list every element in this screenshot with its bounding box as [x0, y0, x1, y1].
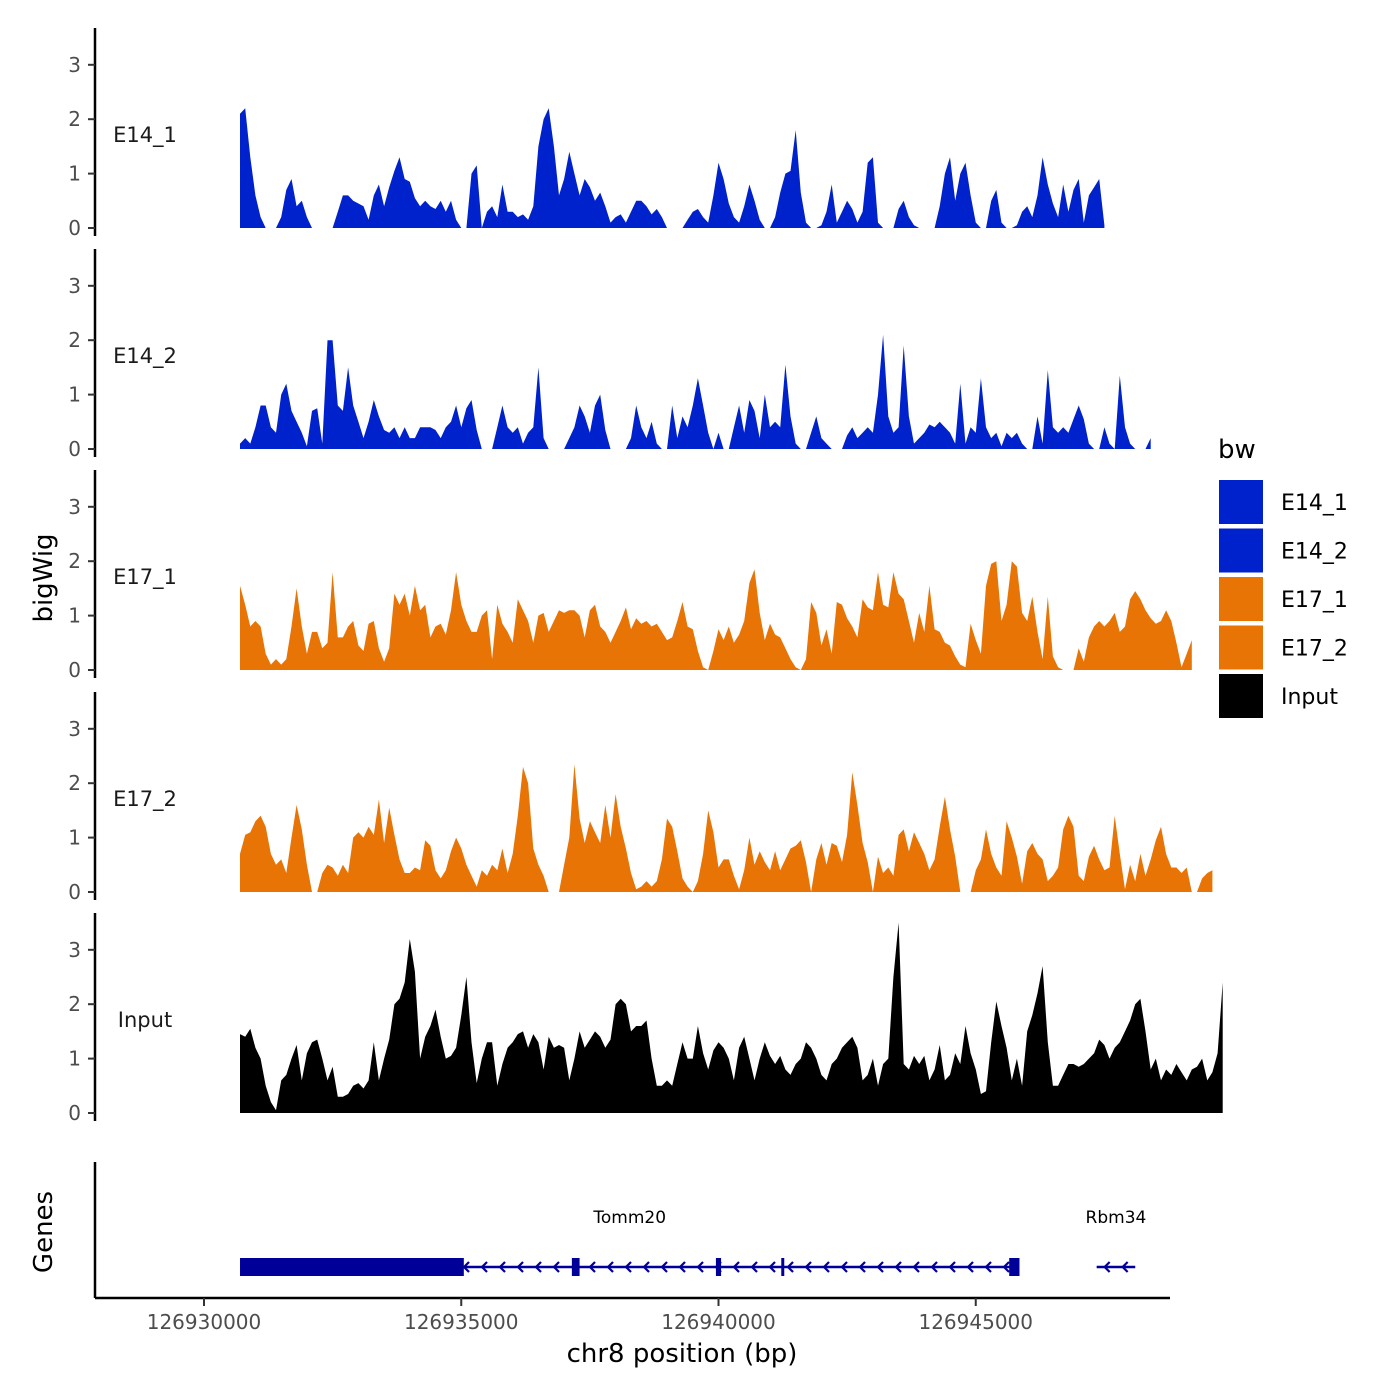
panel-e17_1: 0 1 2 3 E17_1	[68, 470, 1192, 682]
y-tick-label: 2	[68, 107, 81, 131]
strand-arrow	[660, 1261, 668, 1273]
strand-arrow	[1121, 1261, 1129, 1273]
panel-e14_1: 0 1 2 3 E14_1	[68, 28, 1105, 240]
strand-arrow	[732, 1261, 740, 1273]
legend-swatch-e14_2	[1219, 528, 1263, 573]
legend-label-e17_1: E17_1	[1281, 588, 1348, 613]
panel-e14_2: 0 1 2 3 E14_2	[68, 249, 1151, 461]
x-tick-label: 126930000	[147, 1310, 262, 1334]
y-tick-label: 0	[68, 880, 81, 904]
genes-axis-title: Genes	[29, 1191, 59, 1273]
strand-arrow	[822, 1261, 830, 1273]
legend-swatch-input	[1219, 674, 1263, 718]
gene-tomm20: Tomm20	[240, 1208, 1020, 1276]
y-tick-label: 0	[68, 1101, 81, 1125]
signal-area-e17_2	[240, 764, 1213, 892]
panel-e17_2: 0 1 2 3 E17_2	[68, 692, 1213, 904]
track-label-e17_1: E17_1	[113, 565, 177, 590]
y-axis-title: bigWig	[29, 533, 59, 622]
legend-label-e14_1: E14_1	[1281, 491, 1348, 516]
strand-arrow	[894, 1261, 902, 1273]
strand-arrow	[624, 1261, 632, 1273]
x-tick-label: 126945000	[918, 1310, 1033, 1334]
legend-swatch-e17_2	[1219, 625, 1263, 670]
strand-arrow	[606, 1261, 614, 1273]
gene-label-rbm34: Rbm34	[1086, 1208, 1147, 1228]
legend-label-input: Input	[1281, 685, 1338, 710]
strand-arrow	[786, 1261, 794, 1273]
track-label-e14_2: E14_2	[113, 344, 177, 369]
strand-arrow	[876, 1261, 884, 1273]
track-label-e17_2: E17_2	[113, 787, 177, 812]
strand-arrow	[642, 1261, 650, 1273]
strand-arrow	[462, 1261, 470, 1273]
strand-arrow	[912, 1261, 920, 1273]
strand-arrow	[840, 1261, 848, 1273]
exon	[240, 1258, 464, 1276]
exon	[715, 1258, 722, 1276]
y-tick-label: 3	[68, 53, 81, 77]
legend-swatch-e14_1	[1219, 480, 1263, 524]
y-tick-label: 1	[68, 1047, 81, 1071]
y-tick-label: 0	[68, 437, 81, 461]
y-tick-label: 0	[68, 658, 81, 682]
signal-area-input	[240, 922, 1223, 1113]
exon	[1009, 1258, 1020, 1276]
x-tick-label: 126935000	[404, 1310, 519, 1334]
strand-arrow	[984, 1261, 992, 1273]
y-tick-label: 0	[68, 216, 81, 240]
legend-label-e14_2: E14_2	[1281, 540, 1348, 565]
signal-area-e14_2	[240, 334, 1151, 449]
strand-arrow	[1002, 1261, 1010, 1273]
strand-arrow	[750, 1261, 758, 1273]
legend-title: bw	[1218, 435, 1256, 465]
y-tick-label: 1	[68, 383, 81, 407]
strand-arrow	[534, 1261, 542, 1273]
strand-arrow	[516, 1261, 524, 1273]
gene-track: Tomm20 Rbm34	[93, 1162, 1147, 1298]
signal-area-e17_1	[240, 561, 1192, 670]
x-axis: 126930000 126935000 126940000 126945000	[95, 1296, 1170, 1334]
strand-arrow	[930, 1261, 938, 1273]
exon	[571, 1258, 580, 1276]
x-tick-label: 126940000	[661, 1310, 776, 1334]
strand-arrow	[552, 1261, 560, 1273]
signal-tracks: 0 1 2 3 E14_1 0 1 2 3 E14_2 0 1 2 3 E17_1 0 1 2 3 E17_2 0 1 2 3…	[68, 28, 1223, 1125]
strand-arrow	[948, 1261, 956, 1273]
strand-arrow	[804, 1261, 812, 1273]
y-tick-label: 3	[68, 274, 81, 298]
strand-arrow	[678, 1261, 686, 1273]
gene-label-tomm20: Tomm20	[592, 1208, 666, 1228]
signal-area-e14_1	[240, 108, 1105, 228]
y-tick-label: 3	[68, 717, 81, 741]
strand-arrow	[696, 1261, 704, 1273]
panel-input: 0 1 2 3 Input	[68, 913, 1223, 1125]
y-tick-label: 2	[68, 549, 81, 573]
legend-label-e17_2: E17_2	[1281, 637, 1348, 662]
y-tick-label: 2	[68, 992, 81, 1016]
strand-arrow	[966, 1261, 974, 1273]
y-tick-label: 1	[68, 604, 81, 628]
track-label-input: Input	[118, 1008, 172, 1032]
legend: bw E14_1 E14_2 E17_1 E17_2 Input	[1218, 435, 1348, 718]
exon	[781, 1258, 785, 1276]
strand-arrow	[1103, 1261, 1111, 1273]
strand-arrow	[588, 1261, 596, 1273]
y-tick-label: 3	[68, 938, 81, 962]
gene-rbm34: Rbm34	[1086, 1208, 1147, 1273]
strand-arrow	[480, 1261, 488, 1273]
y-tick-label: 1	[68, 162, 81, 186]
legend-swatch-e17_1	[1219, 577, 1263, 621]
track-label-e14_1: E14_1	[113, 123, 177, 148]
strand-arrow	[858, 1261, 866, 1273]
y-tick-label: 1	[68, 826, 81, 850]
y-tick-label: 2	[68, 771, 81, 795]
y-tick-label: 2	[68, 328, 81, 352]
strand-arrow	[768, 1261, 776, 1273]
strand-arrow	[498, 1261, 506, 1273]
y-tick-label: 3	[68, 495, 81, 519]
x-axis-title: chr8 position (bp)	[567, 1339, 798, 1369]
